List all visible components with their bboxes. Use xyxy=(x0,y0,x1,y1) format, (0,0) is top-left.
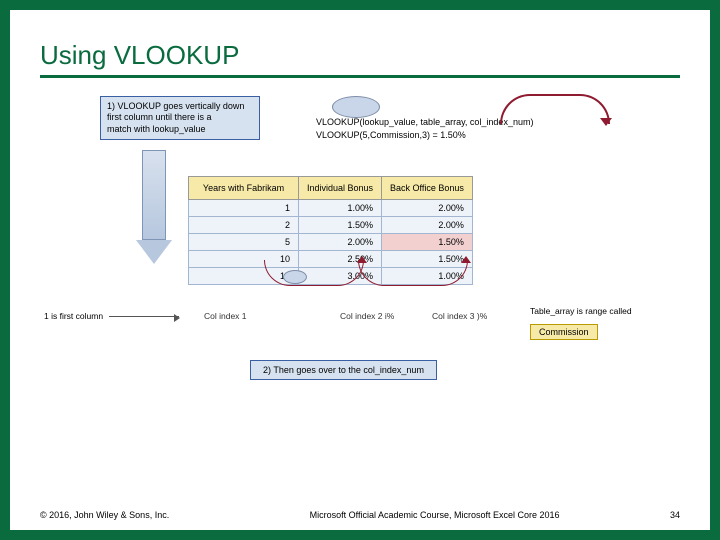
table-row-match: 5 2.00% 1.50% xyxy=(189,234,473,251)
callout-1-line3: match with lookup_value xyxy=(107,124,206,134)
callout-1-line1: 1) VLOOKUP goes vertically down xyxy=(107,101,244,111)
slide-content: Using VLOOKUP 1) VLOOKUP goes vertically… xyxy=(10,10,710,530)
footer-copyright: © 2016, John Wiley & Sons, Inc. xyxy=(40,510,169,520)
curved-arrow-icon xyxy=(500,94,610,124)
slide-footer: © 2016, John Wiley & Sons, Inc. Microsof… xyxy=(40,510,680,520)
table-header-row: Years with Fabrikam Individual Bonus Bac… xyxy=(189,177,473,200)
table-row: 1 1.00% 2.00% xyxy=(189,200,473,217)
table-row: 2 1.50% 2.00% xyxy=(189,217,473,234)
commission-range-box: Commission xyxy=(530,324,598,340)
callout-step-1: 1) VLOOKUP goes vertically down first co… xyxy=(100,96,260,140)
slide-title: Using VLOOKUP xyxy=(40,40,680,78)
callout-1-line2: first column until there is a xyxy=(107,112,212,122)
col-index-1-label: Col index 1 xyxy=(204,311,247,321)
vlookup-diagram: 1) VLOOKUP goes vertically down first co… xyxy=(40,96,680,456)
th-ind: Individual Bonus xyxy=(299,177,382,200)
down-arrow-icon xyxy=(136,150,172,270)
callout-step-2: 2) Then goes over to the col_index_num xyxy=(250,360,437,380)
first-column-label: 1 is first column xyxy=(44,311,183,321)
col-index-2-label: Col index 2 i% xyxy=(340,311,394,321)
footer-course: Microsoft Official Academic Course, Micr… xyxy=(310,510,560,520)
curve-arrow-icon xyxy=(358,260,468,286)
ellipse-icon xyxy=(332,96,380,118)
th-back: Back Office Bonus xyxy=(382,177,473,200)
slide-frame: Using VLOOKUP 1) VLOOKUP goes vertically… xyxy=(0,0,720,540)
curve-arrow-icon xyxy=(264,260,364,286)
table-array-label: Table_array is range called xyxy=(530,306,632,316)
arrow-right-icon xyxy=(109,316,179,317)
footer-page-number: 34 xyxy=(670,510,680,520)
col-index-3-label: Col index 3 )% xyxy=(432,311,487,321)
th-years: Years with Fabrikam xyxy=(189,177,299,200)
formula-example: VLOOKUP(5,Commission,3) = 1.50% xyxy=(316,129,533,142)
